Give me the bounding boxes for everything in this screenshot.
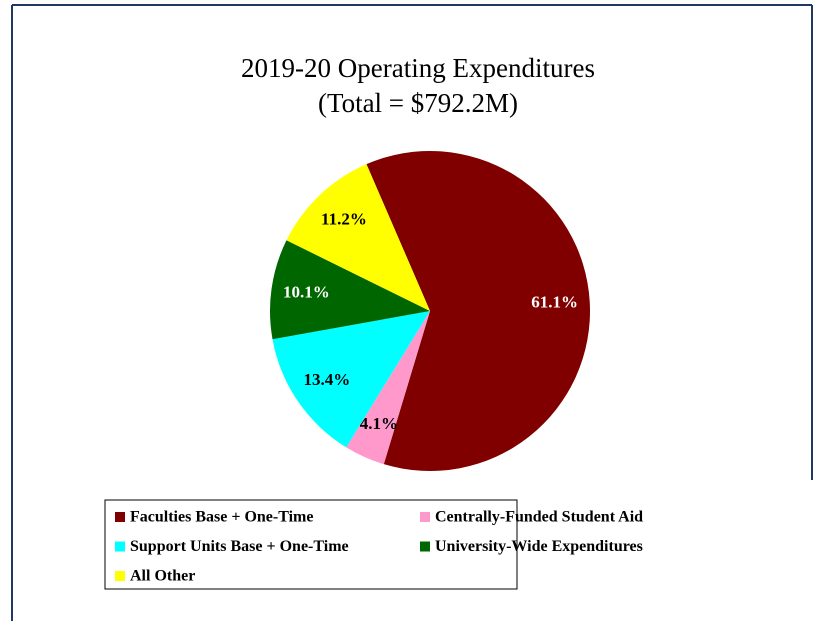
chart-subtitle: (Total = $792.2M) (318, 88, 518, 118)
pie-slice (346, 311, 430, 465)
data-label: 13.4% (304, 370, 351, 389)
pie-slice (366, 151, 590, 472)
chart-title: 2019-20 Operating Expenditures (241, 53, 595, 83)
legend-label: All Other (130, 568, 195, 585)
legend-swatch (420, 512, 430, 522)
legend (104, 499, 518, 590)
data-label: 4.1% (360, 414, 398, 433)
pie-slice (286, 164, 430, 311)
legend-label: Faculties Base + One-Time (130, 509, 313, 526)
data-label: 11.2% (321, 209, 367, 228)
legend-swatch (115, 541, 125, 552)
data-label: 61.1% (531, 293, 578, 312)
legend-label: Support Units Base + One-Time (130, 538, 349, 555)
legend-swatch (115, 512, 125, 522)
legend-swatch (115, 571, 125, 581)
pie-slice (269, 240, 430, 340)
legend-label: Centrally-Funded Student Aid (435, 509, 643, 526)
legend-swatch (420, 541, 430, 552)
data-label: 10.1% (283, 282, 330, 301)
legend-label: University-Wide Expenditures (435, 538, 643, 555)
pie-slice (272, 311, 430, 448)
